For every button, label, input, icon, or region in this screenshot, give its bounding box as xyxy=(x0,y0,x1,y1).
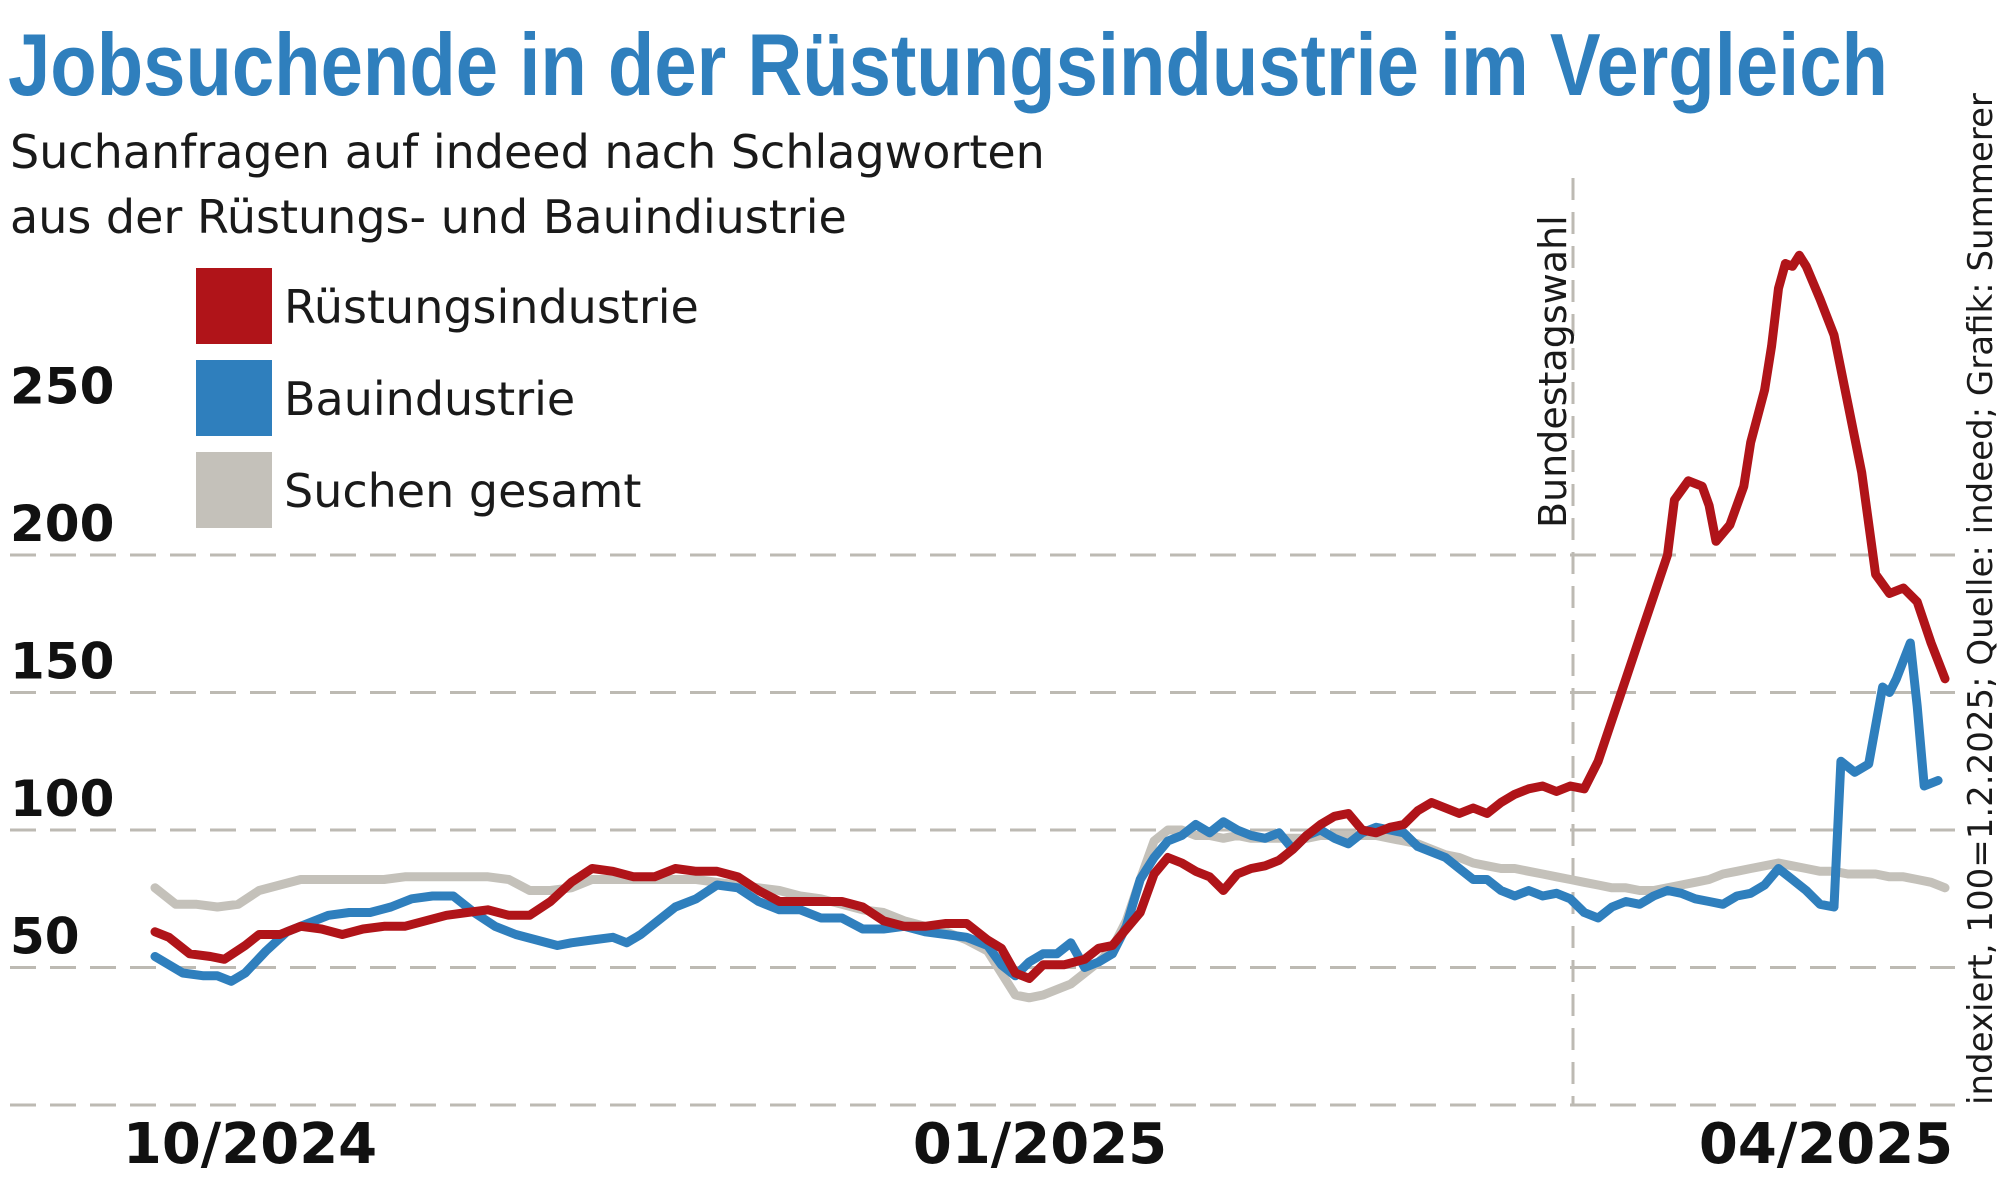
legend-label: Suchen gesamt xyxy=(284,464,641,518)
x-tick-label: 04/2025 xyxy=(1699,1112,1953,1177)
y-tick-label: 50 xyxy=(10,908,80,966)
series-line-rüstungsindustrie xyxy=(150,250,1950,983)
chart-subtitle-line-2: aus der Rüstungs- und Bauindiustrie xyxy=(10,190,847,244)
y-tick-label: 200 xyxy=(10,495,114,553)
chart-title: Jobsuchende in der Rüstungsindustrie im … xyxy=(8,15,1888,114)
annotations: Bundestagswahl xyxy=(1531,178,1575,1105)
annotation-label: Bundestagswahl xyxy=(1531,215,1575,528)
x-tick-label: 01/2025 xyxy=(913,1112,1167,1177)
chart-subtitle-line-1: Suchanfragen auf indeed nach Schlagworte… xyxy=(10,125,1045,179)
y-tick-label: 150 xyxy=(10,633,114,691)
legend-swatch xyxy=(196,452,272,528)
series-group xyxy=(150,250,1950,1003)
y-tick-label: 250 xyxy=(10,358,114,416)
series-line-suchen-gesamt xyxy=(150,825,1950,1003)
chart-source: indexiert, 100=1.2.2025; Quelle: indeed;… xyxy=(1961,93,2000,1105)
legend-label: Rüstungsindustrie xyxy=(284,280,699,334)
legend-label: Bauindustrie xyxy=(284,372,575,426)
legend-swatch xyxy=(196,360,272,436)
x-tick-label: 10/2024 xyxy=(123,1112,377,1177)
x-axis-ticks: 10/2024 01/2025 04/2025 xyxy=(123,1112,1953,1177)
gridlines xyxy=(10,553,1955,1107)
y-axis-ticks: 50 100 150 200 250 xyxy=(10,358,114,966)
legend-swatch xyxy=(196,268,272,344)
legend: Rüstungsindustrie Bauindustrie Suchen gesa… xyxy=(196,268,699,528)
y-tick-label: 100 xyxy=(10,770,114,828)
series-line-bauindustrie xyxy=(150,638,1943,986)
